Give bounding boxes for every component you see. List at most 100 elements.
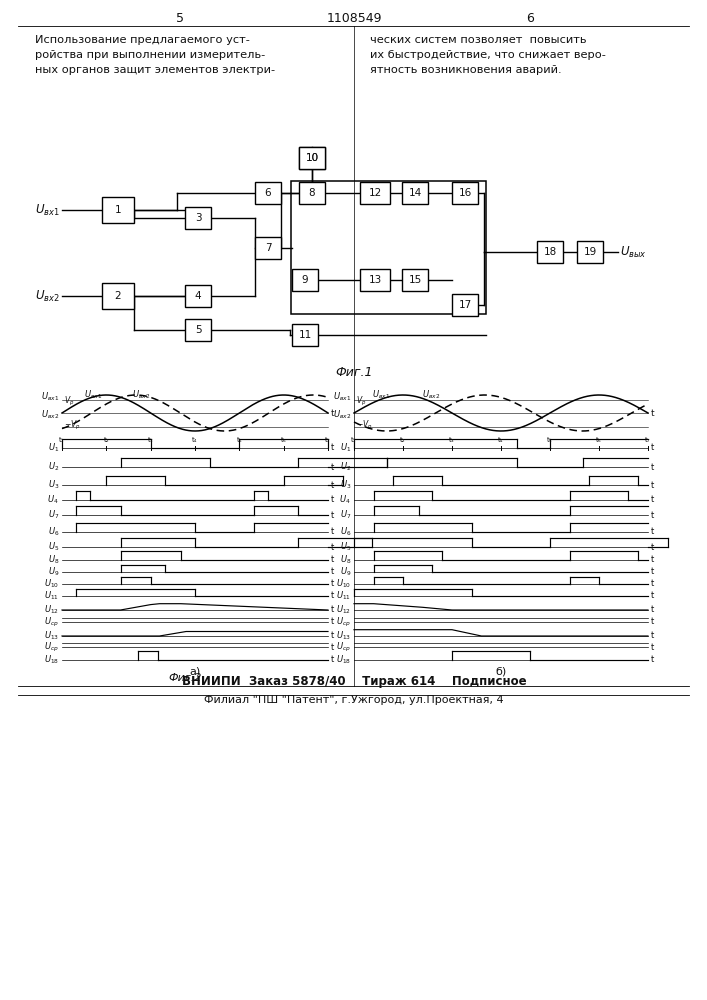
Text: t: t xyxy=(331,528,334,536)
Text: t: t xyxy=(331,510,334,520)
Text: Фиг.2: Фиг.2 xyxy=(168,673,201,683)
Text: $U_{cp}$: $U_{cp}$ xyxy=(337,615,351,629)
Text: а): а) xyxy=(189,667,201,677)
Text: 6: 6 xyxy=(264,188,271,198)
Text: t₄: t₄ xyxy=(498,437,504,443)
Bar xyxy=(360,269,390,291)
Text: t: t xyxy=(651,605,654,614)
Text: $U_{11}$: $U_{11}$ xyxy=(44,590,59,602)
Text: $U_{11}$: $U_{11}$ xyxy=(336,590,351,602)
Text: t: t xyxy=(651,580,654,588)
Text: t: t xyxy=(331,656,334,664)
Text: $U_2$: $U_2$ xyxy=(340,461,351,473)
Bar xyxy=(402,182,428,204)
Bar xyxy=(255,237,281,259)
Text: 18: 18 xyxy=(544,247,556,257)
Bar xyxy=(102,283,134,309)
Text: t: t xyxy=(651,528,654,536)
Text: $U_{cp}$: $U_{cp}$ xyxy=(45,640,59,654)
Text: 5: 5 xyxy=(194,325,201,335)
Bar xyxy=(185,285,211,307)
Text: 10: 10 xyxy=(305,153,319,163)
Text: 7: 7 xyxy=(264,243,271,253)
Text: t: t xyxy=(331,605,334,614)
Text: $U_{18}$: $U_{18}$ xyxy=(44,654,59,666)
Text: t₇: t₇ xyxy=(645,437,650,443)
Text: $U_4$: $U_4$ xyxy=(339,494,351,506)
Text: $-V_p$: $-V_p$ xyxy=(64,418,81,432)
Text: t: t xyxy=(331,632,334,641)
Text: $U_7$: $U_7$ xyxy=(339,509,351,521)
Bar xyxy=(255,182,281,204)
Bar xyxy=(452,182,478,204)
Text: t: t xyxy=(651,481,654,489)
Text: t₁: t₁ xyxy=(351,437,357,443)
Bar xyxy=(402,269,428,291)
Text: t: t xyxy=(331,408,334,418)
Text: t: t xyxy=(331,591,334,600)
Text: $U_{\mathit{вх2}}$: $U_{\mathit{вх2}}$ xyxy=(41,409,59,421)
Text: t: t xyxy=(331,556,334,564)
Text: $U_{\mathit{вх1}}$: $U_{\mathit{вх1}}$ xyxy=(84,389,103,401)
Text: $U_8$: $U_8$ xyxy=(47,554,59,566)
Text: $V_p$: $V_p$ xyxy=(64,394,74,408)
Text: Использование предлагаемого уст-
ройства при выполнении измеритель-
ных органов : Использование предлагаемого уст- ройства… xyxy=(35,35,275,75)
Text: $U_4$: $U_4$ xyxy=(47,494,59,506)
Bar xyxy=(299,147,325,169)
Bar xyxy=(292,269,318,291)
Text: 2: 2 xyxy=(115,291,122,301)
Text: $U_{12}$: $U_{12}$ xyxy=(44,604,59,616)
Text: $U_5$: $U_5$ xyxy=(339,541,351,553)
Text: t: t xyxy=(651,408,655,418)
Text: $U_{\mathit{вых}}$: $U_{\mathit{вых}}$ xyxy=(620,244,647,260)
Bar xyxy=(299,182,325,204)
Text: $U_6$: $U_6$ xyxy=(47,526,59,538)
Text: 3: 3 xyxy=(194,213,201,223)
Text: 14: 14 xyxy=(409,188,421,198)
Text: $U_{cp}$: $U_{cp}$ xyxy=(337,640,351,654)
Text: $U_{\mathit{вх1}}$: $U_{\mathit{вх1}}$ xyxy=(41,391,59,403)
Text: $U_6$: $U_6$ xyxy=(339,526,351,538)
Bar xyxy=(452,294,478,316)
Text: Фиг.1: Фиг.1 xyxy=(335,365,373,378)
Text: $U_{\mathit{вх2}}$: $U_{\mathit{вх2}}$ xyxy=(333,409,351,421)
Text: б): б) xyxy=(496,667,507,677)
Text: t: t xyxy=(651,556,654,564)
Text: t: t xyxy=(331,643,334,652)
Text: t: t xyxy=(331,481,334,489)
Text: t₁: t₁ xyxy=(59,437,65,443)
Text: $V_p$: $V_p$ xyxy=(356,394,366,408)
Text: t₃: t₃ xyxy=(449,437,455,443)
Bar xyxy=(292,324,318,346)
Text: t: t xyxy=(331,568,334,576)
Text: $U_{13}$: $U_{13}$ xyxy=(336,630,351,642)
Text: $U_1$: $U_1$ xyxy=(48,442,59,454)
Bar xyxy=(360,182,390,204)
Text: t: t xyxy=(651,510,654,520)
Text: $U_{\mathit{вх2}}$: $U_{\mathit{вх2}}$ xyxy=(35,288,60,304)
Text: t₃: t₃ xyxy=(148,437,153,443)
Text: $U_2$: $U_2$ xyxy=(47,461,59,473)
Bar xyxy=(291,181,486,314)
Bar xyxy=(185,207,211,229)
Text: $U_{\mathit{вх1}}$: $U_{\mathit{вх1}}$ xyxy=(372,389,390,401)
Bar xyxy=(537,241,563,263)
Text: 1108549: 1108549 xyxy=(326,11,382,24)
Text: 11: 11 xyxy=(298,330,312,340)
Text: 10: 10 xyxy=(305,153,319,163)
Text: $U_{\mathit{вх2}}$: $U_{\mathit{вх2}}$ xyxy=(422,389,440,401)
Text: Филиал "ПШ "Патент", г.Ужгород, ул.Проектная, 4: Филиал "ПШ "Патент", г.Ужгород, ул.Проек… xyxy=(204,695,504,705)
Text: $U_1$: $U_1$ xyxy=(340,442,351,454)
Text: t: t xyxy=(651,643,654,652)
Text: t: t xyxy=(651,495,654,504)
Text: ческих систем позволяет  повысить
их быстродействие, что снижает веро-
ятность в: ческих систем позволяет повысить их быст… xyxy=(370,35,606,75)
Text: $U_9$: $U_9$ xyxy=(47,566,59,578)
Text: t: t xyxy=(651,462,654,472)
Text: $U_{10}$: $U_{10}$ xyxy=(336,578,351,590)
Text: $U_9$: $U_9$ xyxy=(339,566,351,578)
Text: 13: 13 xyxy=(368,275,382,285)
Text: t: t xyxy=(331,462,334,472)
Text: $U_{12}$: $U_{12}$ xyxy=(336,604,351,616)
Text: 16: 16 xyxy=(458,188,472,198)
Bar xyxy=(577,241,603,263)
